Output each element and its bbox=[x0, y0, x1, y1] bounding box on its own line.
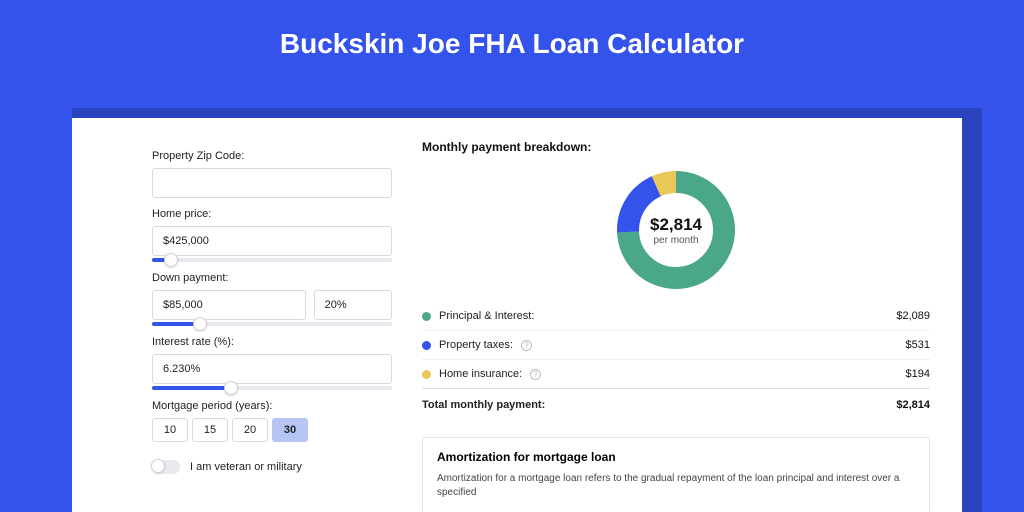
period-option-15[interactable]: 15 bbox=[192, 418, 228, 442]
total-label: Total monthly payment: bbox=[422, 399, 545, 411]
down-payment-amount-input[interactable] bbox=[152, 290, 306, 320]
home-price-input[interactable] bbox=[152, 226, 392, 256]
donut-chart-wrap: $2,814 per month bbox=[422, 164, 930, 302]
donut-chart: $2,814 per month bbox=[616, 170, 736, 290]
total-row: Total monthly payment: $2,814 bbox=[422, 388, 930, 419]
down-payment-label: Down payment: bbox=[152, 272, 392, 284]
veteran-toggle-label: I am veteran or military bbox=[190, 461, 302, 473]
period-label: Mortgage period (years): bbox=[152, 400, 392, 412]
legend-dot bbox=[422, 312, 431, 321]
home-price-slider-thumb[interactable] bbox=[164, 253, 178, 267]
legend-value: $531 bbox=[906, 339, 930, 351]
total-value: $2,814 bbox=[896, 399, 930, 411]
legend-row-2: Home insurance:? $194 bbox=[422, 359, 930, 388]
legend-label: Principal & Interest: bbox=[439, 310, 534, 322]
home-price-slider[interactable] bbox=[152, 258, 392, 262]
period-option-30[interactable]: 30 bbox=[272, 418, 308, 442]
info-icon[interactable]: ? bbox=[530, 369, 541, 380]
period-options: 10152030 bbox=[152, 418, 392, 442]
zip-input[interactable] bbox=[152, 168, 392, 198]
veteran-toggle-knob bbox=[151, 459, 165, 473]
interest-label: Interest rate (%): bbox=[152, 336, 392, 348]
period-option-10[interactable]: 10 bbox=[152, 418, 188, 442]
home-price-label: Home price: bbox=[152, 208, 392, 220]
legend-label: Property taxes: bbox=[439, 339, 513, 351]
legend-value: $194 bbox=[906, 368, 930, 380]
page-background: Buckskin Joe FHA Loan Calculator Propert… bbox=[0, 0, 1024, 512]
interest-input[interactable] bbox=[152, 354, 392, 384]
legend-value: $2,089 bbox=[896, 310, 930, 322]
info-icon[interactable]: ? bbox=[521, 340, 532, 351]
donut-subtext: per month bbox=[653, 235, 698, 246]
legend-row-1: Property taxes:? $531 bbox=[422, 330, 930, 359]
period-option-20[interactable]: 20 bbox=[232, 418, 268, 442]
down-payment-slider-thumb[interactable] bbox=[193, 317, 207, 331]
down-payment-slider[interactable] bbox=[152, 322, 392, 326]
interest-slider-fill bbox=[152, 386, 231, 390]
legend-row-0: Principal & Interest: $2,089 bbox=[422, 302, 930, 330]
interest-slider[interactable] bbox=[152, 386, 392, 390]
breakdown-title: Monthly payment breakdown: bbox=[422, 140, 930, 154]
zip-label: Property Zip Code: bbox=[152, 150, 392, 162]
amortization-box: Amortization for mortgage loan Amortizat… bbox=[422, 437, 930, 512]
legend-label: Home insurance: bbox=[439, 368, 522, 380]
form-column: Property Zip Code: Home price: Down paym… bbox=[152, 140, 392, 512]
donut-value: $2,814 bbox=[650, 215, 702, 235]
page-title: Buckskin Joe FHA Loan Calculator bbox=[0, 0, 1024, 60]
calculator-panel: Property Zip Code: Home price: Down paym… bbox=[72, 118, 962, 512]
legend-dot bbox=[422, 341, 431, 350]
down-payment-pct-input[interactable] bbox=[314, 290, 392, 320]
interest-slider-thumb[interactable] bbox=[224, 381, 238, 395]
legend-dot bbox=[422, 370, 431, 379]
amortization-text: Amortization for a mortgage loan refers … bbox=[437, 472, 915, 500]
breakdown-legend: Principal & Interest: $2,089 Property taxe… bbox=[422, 302, 930, 388]
breakdown-column: Monthly payment breakdown: $2,814 per mo… bbox=[422, 140, 930, 512]
veteran-toggle[interactable] bbox=[152, 460, 180, 474]
amortization-title: Amortization for mortgage loan bbox=[437, 450, 915, 464]
